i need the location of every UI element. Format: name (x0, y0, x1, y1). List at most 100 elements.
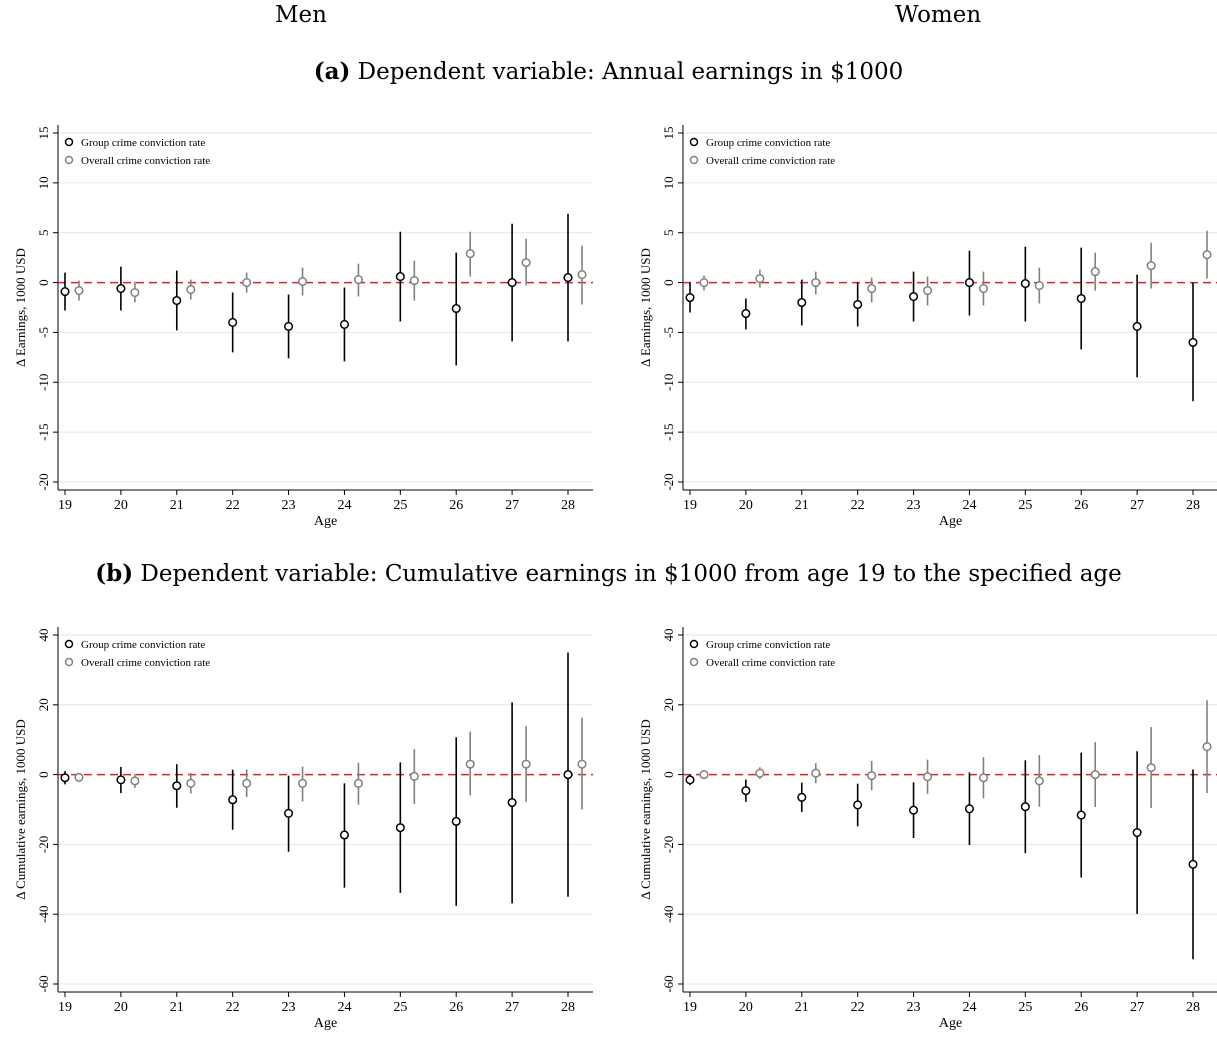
overall-point (298, 277, 308, 287)
group-point (1020, 279, 1030, 289)
overall-point (298, 778, 308, 788)
y-axis-title: Δ Earnings, 1000 USD (638, 248, 653, 367)
group-point (116, 775, 126, 785)
overall-point (353, 275, 363, 285)
y-tick-label: 5 (661, 229, 676, 236)
x-axis-title: Age (939, 1016, 962, 1031)
y-tick-label: -60 (36, 975, 51, 992)
legend-label-group: Group crime conviction rate (706, 639, 830, 651)
x-tick-label: 19 (58, 498, 72, 513)
overall-point (409, 276, 419, 286)
x-tick-label: 22 (851, 1000, 865, 1015)
x-tick-label: 23 (907, 1000, 921, 1015)
legend-label-overall: Overall crime conviction rate (706, 155, 835, 167)
y-tick-label: -40 (36, 906, 51, 923)
group-point (284, 321, 294, 331)
overall-point (978, 284, 988, 294)
y-tick-label: -20 (36, 473, 51, 490)
overall-point (186, 778, 196, 788)
y-tick-label: 20 (36, 698, 51, 711)
y-tick-label: -15 (661, 423, 676, 440)
legend-label-group: Group crime conviction rate (81, 137, 205, 149)
group-point (1132, 827, 1142, 838)
y-tick-label: 15 (36, 127, 51, 140)
y-tick-label: 40 (36, 629, 51, 642)
overall-point (74, 285, 84, 296)
overall-point (242, 778, 252, 788)
y-axis-title: Δ Cumulative earnings, 1000 USD (638, 719, 653, 900)
x-tick-label: 27 (1130, 1000, 1144, 1015)
y-tick-label: -20 (36, 836, 51, 853)
group-point (60, 286, 70, 297)
group-point (1132, 321, 1142, 331)
overall-point (923, 285, 933, 296)
x-tick-label: 24 (337, 498, 351, 513)
group-point (964, 804, 974, 814)
legend-marker-overall (64, 657, 74, 667)
x-tick-label: 27 (505, 498, 519, 513)
x-tick-label: 24 (337, 1000, 351, 1015)
subtitle-b-text: Dependent variable: Cumulative earnings … (140, 561, 1122, 587)
subtitle-a-tag: (a) (313, 58, 351, 85)
overall-point (130, 776, 140, 786)
x-tick-label: 19 (683, 1000, 697, 1015)
group-point (172, 781, 182, 791)
x-tick-label: 25 (393, 1000, 407, 1015)
group-point (797, 792, 807, 802)
overall-point (1090, 267, 1100, 277)
x-tick-label: 26 (449, 498, 463, 513)
x-tick-label: 28 (1186, 1000, 1200, 1015)
overall-point (978, 773, 988, 783)
subtitle-a-text: Dependent variable: Annual earnings in $… (357, 59, 904, 85)
y-tick-label: 40 (661, 629, 676, 642)
overall-point (74, 772, 84, 782)
y-tick-label: 0 (661, 279, 676, 286)
x-tick-label: 20 (739, 1000, 753, 1015)
y-tick-label: 5 (36, 229, 51, 236)
group-point (1188, 337, 1198, 347)
x-tick-label: 25 (1018, 1000, 1032, 1015)
y-tick-label: -5 (36, 327, 51, 338)
legend-marker-group (689, 137, 699, 147)
x-tick-label: 23 (282, 1000, 296, 1015)
y-tick-label: -60 (661, 975, 676, 992)
x-tick-label: 26 (1074, 498, 1088, 513)
overall-point (755, 768, 765, 778)
overall-point (186, 285, 196, 295)
group-point (507, 797, 517, 808)
x-tick-label: 27 (505, 1000, 519, 1015)
group-point (964, 278, 974, 288)
group-point (60, 773, 70, 783)
group-point (395, 823, 405, 833)
group-point (284, 808, 294, 818)
x-tick-label: 28 (561, 1000, 575, 1015)
group-point (741, 786, 751, 796)
overall-point (1034, 281, 1044, 291)
x-tick-label: 25 (393, 498, 407, 513)
women-column-header: Women (895, 2, 982, 28)
legend-marker-overall (689, 155, 699, 165)
overall-point (1202, 742, 1212, 752)
x-tick-label: 21 (795, 498, 809, 513)
x-tick-label: 19 (58, 1000, 72, 1015)
group-point (1020, 802, 1030, 812)
chart-women-cumulative-earnings: -60 -40 -20 0 20 40 19 20 21 22 23 24 25 26 27 28 Age Δ C… (638, 627, 1217, 1031)
y-tick-label: 20 (661, 698, 676, 711)
overall-point (811, 278, 821, 288)
legend-marker-group (64, 639, 74, 649)
overall-point (923, 772, 933, 782)
group-point (1188, 859, 1198, 869)
y-tick-label: -20 (661, 836, 676, 853)
group-point (797, 297, 807, 308)
legend-label-overall: Overall crime conviction rate (81, 657, 210, 669)
overall-point (521, 258, 531, 268)
overall-point (130, 287, 140, 298)
x-tick-label: 28 (1186, 498, 1200, 513)
group-point (853, 299, 863, 310)
overall-point (465, 249, 475, 259)
y-tick-label: 15 (661, 127, 676, 140)
y-tick-label: 0 (36, 771, 51, 778)
chart-men-annual-earnings: -20 -15 -10 -5 0 5 10 15 19 20 21 22 23 24 25 26 27 28 Age… (13, 125, 593, 529)
group-point (1076, 810, 1086, 820)
x-axis-title: Age (314, 1016, 337, 1031)
